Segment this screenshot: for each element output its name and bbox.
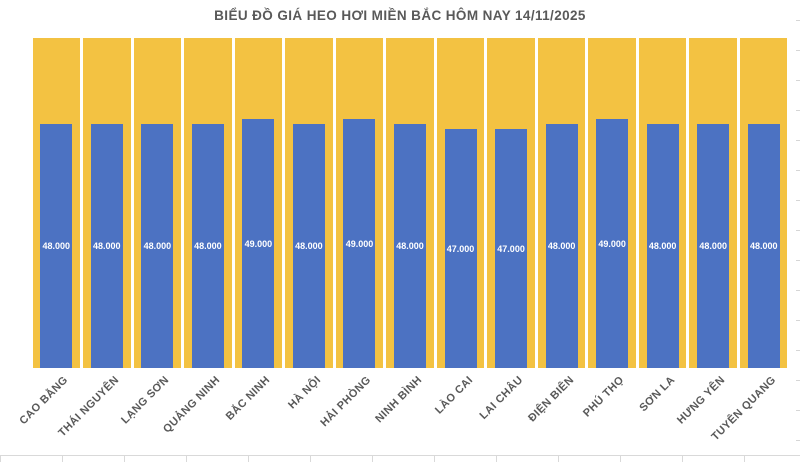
- plot-area[interactable]: 48.000 48.000 48.000 48.000 49.000 48.000 49.0…: [31, 38, 789, 368]
- x-axis-tick-label: HƯNG YÊN: [675, 374, 728, 427]
- worksheet-gridlines-right: [796, 20, 800, 450]
- price-bar[interactable]: 48.000: [90, 124, 123, 368]
- price-bar[interactable]: 47.000: [444, 129, 477, 368]
- price-bar[interactable]: 48.000: [40, 124, 73, 368]
- bar-value-label: 49.000: [244, 238, 273, 249]
- x-axis-tick-label: NINH BÌNH: [373, 374, 425, 426]
- bar-value-label: 48.000: [699, 241, 727, 252]
- bar-value-label: 48.000: [143, 241, 172, 252]
- bar-value-label: 49.000: [345, 238, 374, 249]
- price-bar[interactable]: 48.000: [545, 124, 578, 368]
- x-axis-tick-label: HẢI PHÒNG: [318, 374, 374, 430]
- bar-value-label: 48.000: [648, 241, 677, 252]
- price-bar[interactable]: 48.000: [747, 124, 780, 368]
- x-axis-tick-label: QUẢNG NINH: [160, 374, 223, 436]
- x-axis-tick-label: HÀ NỘI: [285, 374, 324, 412]
- x-axis-tick-label: SƠN LA: [636, 374, 678, 415]
- price-bar[interactable]: 48.000: [292, 124, 325, 368]
- worksheet-gridlines-bottom: [0, 455, 800, 462]
- price-bar[interactable]: 49.000: [343, 119, 376, 368]
- x-axis-tick-label: BẮC NINH: [224, 374, 273, 423]
- x-axis-tick-label: THÁI NGUYÊN: [56, 374, 122, 440]
- price-bar[interactable]: 48.000: [646, 124, 679, 368]
- bar-value-label: 48.000: [194, 241, 222, 252]
- x-axis-tick-label: LÀO CAI: [432, 374, 476, 417]
- x-axis-tick-label: ĐIỆN BIÊN: [525, 374, 577, 425]
- bar-value-label: 48.000: [547, 241, 576, 252]
- price-bar[interactable]: 48.000: [191, 124, 224, 368]
- bar-value-label: 47.000: [497, 243, 525, 254]
- x-axis-tick-label: LẠNG SƠN: [119, 374, 172, 427]
- x-axis-tick-label: TUYÊN QUANG: [709, 374, 779, 444]
- bar-value-label: 48.000: [295, 241, 323, 252]
- x-axis-tick-label: LAI CHÂU: [477, 374, 526, 422]
- price-bar[interactable]: 47.000: [495, 129, 528, 368]
- price-bar[interactable]: 48.000: [394, 124, 426, 368]
- bar-value-label: 47.000: [446, 243, 475, 254]
- x-axis-tick-label: CAO BẰNG: [17, 374, 71, 428]
- bar-value-label: 48.000: [42, 241, 71, 252]
- price-bar[interactable]: 48.000: [141, 124, 174, 368]
- chart-title: BIỂU ĐỒ GIÁ HEO HƠI MIỀN BẮC HÔM NAY 14/…: [214, 8, 586, 23]
- price-bar[interactable]: 48.000: [697, 124, 730, 368]
- bar-value-label: 48.000: [749, 241, 778, 252]
- bar-value-label: 48.000: [93, 241, 121, 252]
- price-bar[interactable]: 49.000: [596, 119, 629, 368]
- bar-value-label: 49.000: [598, 238, 626, 249]
- x-axis-tick-label: PHÚ THỌ: [581, 374, 627, 420]
- price-bar[interactable]: 49.000: [242, 119, 275, 368]
- bar-value-label: 48.000: [396, 241, 424, 252]
